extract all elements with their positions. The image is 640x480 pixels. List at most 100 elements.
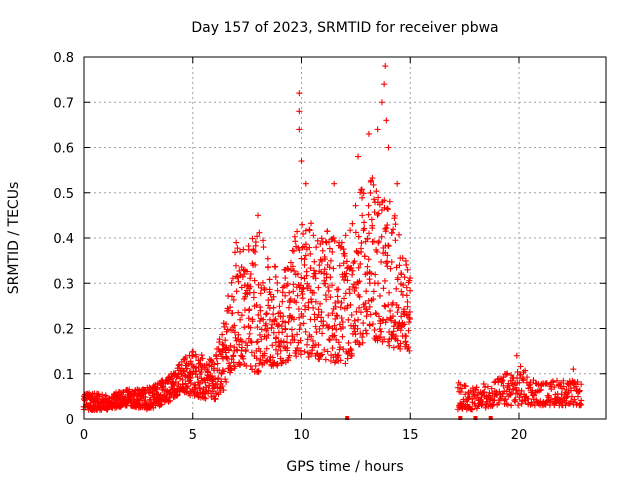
data-point	[254, 324, 261, 331]
data-point	[227, 342, 234, 349]
data-point	[252, 362, 259, 369]
data-point	[321, 270, 328, 277]
data-point	[322, 356, 329, 363]
data-point	[149, 390, 156, 397]
data-point	[272, 273, 279, 280]
data-point	[202, 395, 209, 402]
data-point	[576, 388, 583, 395]
data-point	[294, 292, 301, 299]
data-point	[233, 346, 240, 353]
data-point	[193, 353, 200, 360]
data-point	[572, 399, 579, 406]
data-point	[308, 220, 315, 227]
data-point	[153, 385, 160, 392]
data-point	[234, 245, 241, 252]
peak-point	[298, 158, 305, 165]
data-point	[514, 375, 521, 382]
data-point	[198, 352, 205, 359]
data-point	[366, 280, 373, 287]
x-tick-label: 15	[402, 428, 419, 443]
data-point	[378, 233, 385, 240]
data-point	[255, 367, 262, 374]
data-point	[222, 349, 229, 356]
data-point	[387, 265, 394, 272]
data-point	[369, 320, 376, 327]
data-point	[511, 397, 518, 404]
zero-marker	[345, 416, 350, 420]
data-point	[187, 358, 194, 365]
data-point	[517, 371, 524, 378]
data-point	[286, 289, 293, 296]
data-point	[222, 337, 229, 344]
data-point	[343, 258, 350, 265]
data-point	[355, 250, 362, 257]
data-point	[363, 330, 370, 337]
data-point	[214, 360, 221, 367]
data-point	[263, 310, 270, 317]
data-point	[454, 384, 461, 391]
data-point	[189, 352, 196, 359]
data-point	[239, 338, 246, 345]
data-point	[306, 244, 313, 251]
data-point	[363, 313, 370, 320]
data-point	[349, 220, 356, 227]
data-point	[375, 280, 382, 287]
data-point	[375, 313, 382, 320]
data-point	[386, 289, 393, 296]
data-point	[282, 292, 289, 299]
data-point	[311, 289, 318, 296]
data-point	[304, 336, 311, 343]
data-point	[233, 288, 240, 295]
data-point	[382, 319, 389, 326]
data-point	[119, 393, 126, 400]
data-point	[397, 340, 404, 347]
axes: 0 5 10 15 20 0 0.1 0.2 0.3 0.4 0.5 0.6 0.7 0.8	[53, 51, 607, 443]
data-point	[359, 194, 366, 201]
data-point	[212, 396, 219, 403]
data-point	[315, 306, 322, 313]
data-point	[337, 357, 344, 364]
data-point	[349, 283, 356, 290]
data-point	[337, 304, 344, 311]
data-point	[229, 275, 236, 282]
data-point	[270, 293, 277, 300]
data-point	[348, 264, 355, 271]
data-point	[231, 329, 238, 336]
data-point	[329, 310, 336, 317]
data-point	[344, 277, 351, 284]
data-point	[229, 310, 236, 317]
data-point	[401, 274, 408, 281]
data-point	[371, 209, 378, 216]
data-point	[344, 302, 351, 309]
data-point	[236, 267, 243, 274]
data-point	[263, 320, 270, 327]
data-point	[338, 239, 345, 246]
data-point	[223, 378, 230, 385]
data-point	[530, 377, 537, 384]
data-point	[290, 248, 297, 255]
data-point	[303, 272, 310, 279]
data-point	[247, 271, 254, 278]
data-point	[103, 393, 110, 400]
data-point	[174, 391, 181, 398]
data-point	[360, 320, 367, 327]
data-point	[230, 353, 237, 360]
data-point	[261, 286, 268, 293]
data-point	[372, 271, 379, 278]
data-point	[302, 306, 309, 313]
data-point	[482, 384, 489, 391]
data-point	[272, 316, 279, 323]
data-point	[260, 316, 267, 323]
data-point	[313, 329, 320, 336]
data-point	[361, 253, 368, 260]
data-point	[275, 322, 282, 329]
data-point	[370, 288, 377, 295]
data-point	[297, 322, 304, 329]
data-point	[308, 350, 315, 357]
data-point	[348, 312, 355, 319]
data-point	[322, 292, 329, 299]
data-point	[240, 355, 247, 362]
data-point	[358, 186, 365, 193]
data-point	[190, 348, 197, 355]
data-point	[385, 242, 392, 249]
